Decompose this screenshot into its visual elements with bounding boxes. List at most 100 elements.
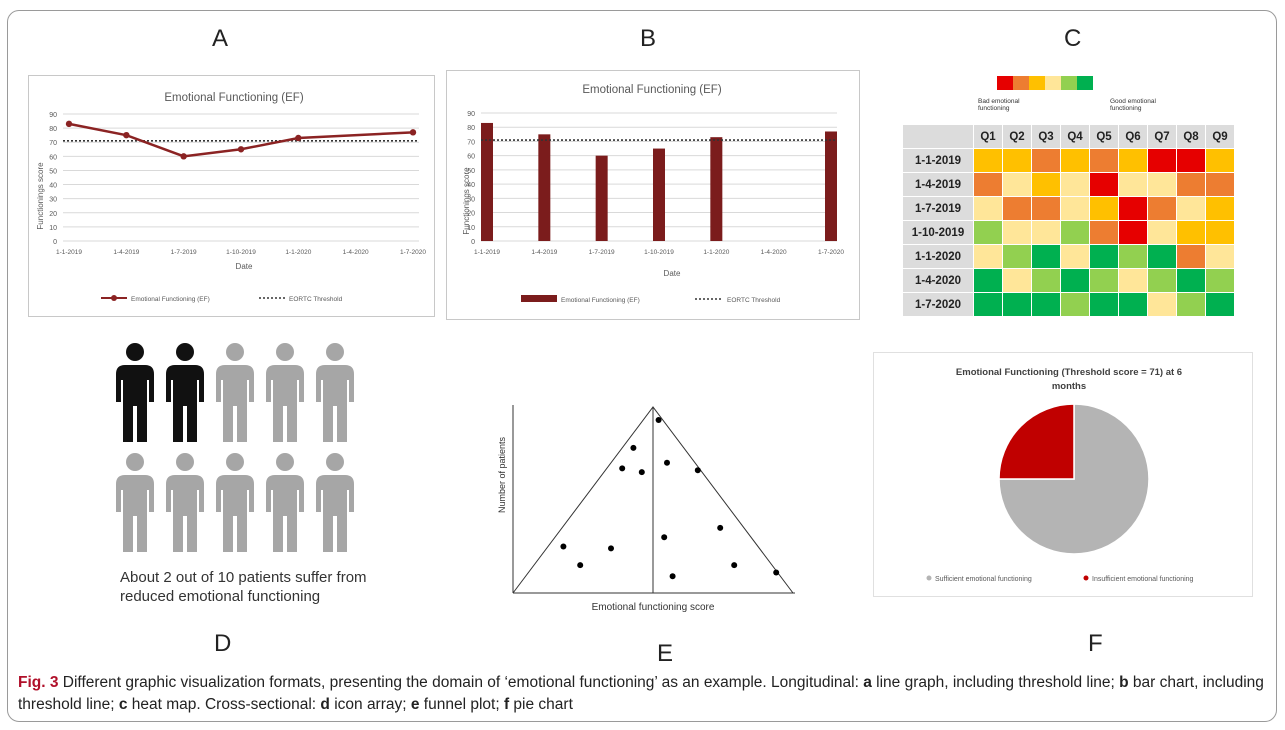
heatmap-cell	[1205, 148, 1235, 173]
heatmap-cell	[1205, 172, 1235, 197]
legend-marker-insufficient	[1083, 575, 1089, 581]
funnel-point	[731, 562, 738, 569]
heatmap-corner	[902, 124, 974, 149]
heatmap-cell	[1002, 148, 1032, 173]
heatmap-cell	[1205, 268, 1235, 293]
heatmap-row-label: 1-7-2020	[902, 292, 974, 317]
bar	[653, 148, 665, 241]
funnel-plot: Emotional functioning score Number of pa…	[497, 405, 795, 613]
heatmap-cell	[1089, 244, 1119, 269]
heatmap-cell	[1118, 244, 1148, 269]
person-icon-affected	[116, 343, 154, 442]
heatmap-row: 1-4-2019	[902, 172, 1235, 197]
line-point	[180, 153, 187, 160]
scale-swatch	[1013, 76, 1029, 90]
funnel-point	[661, 534, 668, 541]
bar	[825, 131, 837, 241]
heatmap-cell	[1089, 196, 1119, 221]
pie-slice-insufficient	[998, 403, 1075, 480]
heatmap-cell	[1002, 196, 1032, 221]
line-chart-panel: Emotional Functioning (EF) 0 10 20 30 40 50 60…	[28, 75, 435, 317]
panel-letter-b: B	[640, 25, 657, 52]
y-tick-label: 60	[467, 154, 475, 161]
line-chart: Emotional Functioning (EF) 0 10 20 30 40 50 60…	[36, 92, 426, 303]
heatmap-cell	[1031, 268, 1061, 293]
heatmap-cell	[1060, 148, 1090, 173]
heatmap-cell	[1031, 172, 1061, 197]
line-chart-title: Emotional Functioning (EF)	[164, 92, 304, 104]
heatmap-cell	[1205, 220, 1235, 245]
heatmap-cell	[1002, 268, 1032, 293]
panel-letter-e: E	[657, 640, 674, 667]
heatmap-row: 1-7-2020	[902, 292, 1235, 317]
y-tick-label: 60	[49, 154, 57, 161]
heatmap-cell	[1205, 244, 1235, 269]
heatmap-column-header: Q4	[1060, 124, 1090, 149]
heatmap-cell	[1176, 220, 1206, 245]
caption-key-f: f	[503, 696, 510, 713]
person-icon	[266, 343, 304, 442]
heatmap-color-scale	[997, 76, 1093, 90]
line-chart-xlabel: Date	[236, 262, 253, 271]
heatmap-cell	[1031, 196, 1061, 221]
heatmap-cell	[1002, 244, 1032, 269]
scale-label-high: Good emotional functioning	[1110, 98, 1156, 112]
funnel-point	[577, 562, 584, 569]
bar-chart-legend: Emotional Functioning (EF) EORTC Thresho…	[521, 295, 781, 304]
person-icon	[116, 453, 154, 552]
icon-array	[116, 343, 354, 552]
y-tick-label: 30	[49, 197, 57, 204]
scale-swatch	[1029, 76, 1045, 90]
y-tick-label: 70	[49, 140, 57, 147]
line-point	[123, 131, 130, 139]
funnel-point	[608, 545, 614, 552]
heatmap-row-label: 1-10-2019	[902, 220, 974, 245]
heatmap-row: 1-7-2019	[902, 196, 1235, 221]
heatmap-cell	[1176, 172, 1206, 197]
caption-label: Fig. 3	[18, 674, 59, 691]
figure-caption: Fig. 3 Different graphic visualization f…	[18, 672, 1268, 716]
caption-key-e: e	[410, 696, 420, 713]
y-tick-label: 50	[49, 168, 57, 175]
heatmap-cell	[1118, 292, 1148, 317]
y-tick-label: 90	[49, 112, 57, 119]
heatmap-cell	[1089, 292, 1119, 317]
funnel-point	[619, 465, 626, 472]
funnel-point	[669, 573, 676, 580]
heatmap-cell	[1031, 244, 1061, 269]
caption-key-c: c	[118, 696, 128, 713]
heatmap-row: 1-4-2020	[902, 268, 1235, 293]
heatmap-cell	[973, 292, 1003, 317]
heatmap-row: 1-1-2020	[902, 244, 1235, 269]
bar-chart-xlabel: Date	[664, 269, 681, 278]
heatmap-cell	[1089, 220, 1119, 245]
heatmap-cell	[1089, 172, 1119, 197]
legend-label-threshold: EORTC Threshold	[727, 297, 781, 304]
series-line-ef	[68, 122, 414, 158]
funnel-plot-panel: Emotional functioning score Number of pa…	[495, 395, 805, 620]
heatmap-cell	[973, 196, 1003, 221]
heatmap-cell	[1060, 244, 1090, 269]
heatmap-row-label: 1-4-2020	[902, 268, 974, 293]
heatmap-cell	[973, 172, 1003, 197]
heatmap-column-header: Q6	[1118, 124, 1148, 149]
panel-letter-f: F	[1088, 630, 1103, 657]
heatmap-cell	[1031, 220, 1061, 245]
caption-text-5: icon array;	[329, 696, 411, 713]
legend-marker-sufficient	[926, 575, 932, 581]
heatmap-cell	[1147, 292, 1177, 317]
heatmap-cell	[1118, 172, 1148, 197]
caption-text-2: line graph, including threshold line;	[871, 674, 1120, 691]
caption-text-4: heat map. Cross-sectional:	[127, 696, 321, 713]
heatmap-cell	[1060, 268, 1090, 293]
funnel-point	[630, 444, 637, 451]
heatmap-cell	[1176, 244, 1206, 269]
legend-label-insufficient: Insufficient emotional functioning	[1092, 576, 1194, 583]
line-chart-ylabel: Functionings score	[36, 162, 45, 230]
heatmap-column-header: Q8	[1176, 124, 1206, 149]
heatmap-cell	[1147, 268, 1177, 293]
icon-array-text-line2: reduced emotional functioning	[120, 588, 321, 605]
caption-text-7: pie chart	[509, 696, 573, 713]
heatmap-row-label: 1-1-2019	[902, 148, 974, 173]
heatmap-cell	[1176, 148, 1206, 173]
